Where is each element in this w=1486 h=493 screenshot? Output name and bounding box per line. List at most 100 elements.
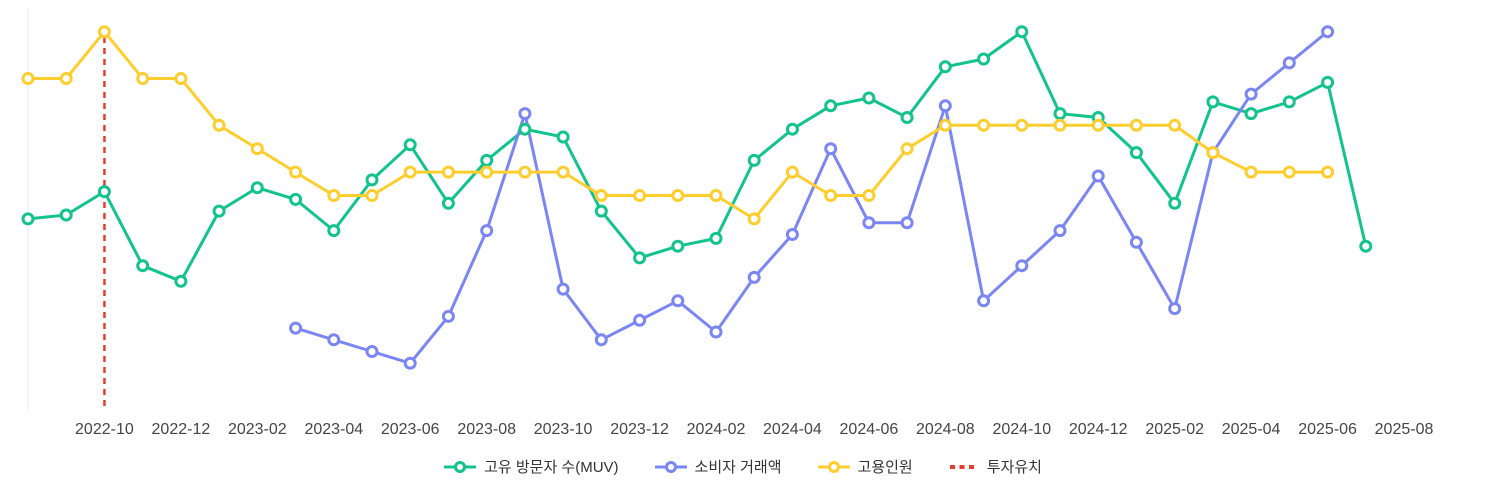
data-point-series-2[interactable] [1282,165,1296,179]
data-point-series-2[interactable] [862,189,876,202]
data-point-series-0[interactable] [977,52,991,66]
data-point-series-0[interactable] [900,111,914,124]
data-point-series-2[interactable] [403,165,417,179]
data-point-series-2[interactable] [365,189,379,202]
data-point-series-1[interactable] [1282,56,1296,70]
data-point-series-2[interactable] [1321,165,1335,179]
data-point-series-0[interactable] [21,212,35,226]
data-point-series-0[interactable] [212,204,226,218]
data-point-series-1[interactable] [327,333,341,347]
data-point-series-1[interactable] [556,282,570,296]
data-point-series-2[interactable] [824,189,838,202]
data-point-series-2[interactable] [441,165,455,179]
data-point-series-1[interactable] [1015,259,1029,273]
data-point-series-0[interactable] [1053,107,1067,121]
data-point-series-2[interactable] [1129,118,1143,132]
data-point-series-0[interactable] [59,208,73,222]
legend-item-investment[interactable]: 투자유치 [949,456,1042,477]
data-point-series-0[interactable] [136,259,150,273]
data-point-series-1[interactable] [977,294,991,308]
data-point-series-2[interactable] [938,118,952,132]
data-point-series-2[interactable] [671,189,685,202]
data-point-series-2[interactable] [633,189,647,202]
data-point-series-1[interactable] [518,107,532,121]
data-point-series-1[interactable] [441,309,455,323]
data-point-series-0[interactable] [824,99,838,113]
data-point-series-2[interactable] [97,25,111,39]
data-point-series-0[interactable] [594,204,608,218]
data-point-series-2[interactable] [136,72,150,85]
data-point-series-2[interactable] [1015,118,1029,132]
data-point-series-2[interactable] [174,72,188,85]
data-point-series-2[interactable] [21,72,35,85]
data-point-series-0[interactable] [97,185,111,199]
data-point-series-0[interactable] [441,196,455,210]
data-point-series-1[interactable] [1053,224,1067,238]
data-point-series-1[interactable] [900,216,914,230]
data-point-series-0[interactable] [327,224,341,238]
data-point-series-0[interactable] [289,192,303,206]
data-point-series-2[interactable] [289,165,303,179]
data-point-series-0[interactable] [671,239,685,253]
data-point-series-1[interactable] [1321,25,1335,39]
data-point-series-2[interactable] [327,189,341,202]
data-point-series-1[interactable] [671,294,685,308]
legend-item-muv[interactable]: 고유 방문자 수(MUV) [444,456,619,477]
data-point-series-2[interactable] [1168,118,1182,132]
data-point-series-2[interactable] [1091,118,1105,132]
data-point-series-0[interactable] [709,231,723,245]
data-point-series-0[interactable] [1244,107,1258,121]
data-point-series-0[interactable] [1282,95,1296,109]
data-point-series-2[interactable] [250,142,264,156]
data-point-series-2[interactable] [556,165,570,179]
data-point-series-0[interactable] [518,122,532,136]
data-point-series-1[interactable] [480,224,494,238]
data-point-series-2[interactable] [977,118,991,132]
data-point-series-1[interactable] [709,325,723,339]
legend-item-employees[interactable]: 고용인원 [817,456,913,477]
data-point-series-2[interactable] [59,72,73,85]
data-point-series-1[interactable] [1168,302,1182,316]
data-point-series-0[interactable] [747,153,761,167]
data-point-series-2[interactable] [212,118,226,132]
data-point-series-1[interactable] [747,270,761,284]
data-point-series-0[interactable] [1321,75,1335,89]
data-point-series-2[interactable] [1206,146,1220,160]
data-point-series-2[interactable] [518,165,532,179]
data-point-series-2[interactable] [1053,118,1067,132]
data-point-series-1[interactable] [365,345,379,358]
data-point-series-1[interactable] [633,313,647,327]
data-point-series-2[interactable] [709,189,723,202]
data-point-series-2[interactable] [747,212,761,226]
data-point-series-1[interactable] [824,142,838,156]
data-point-series-0[interactable] [174,274,188,288]
data-point-series-0[interactable] [403,138,417,152]
data-point-series-0[interactable] [556,130,570,144]
data-point-series-1[interactable] [289,321,303,335]
data-point-series-1[interactable] [785,228,799,241]
data-point-series-0[interactable] [480,153,494,167]
data-point-series-1[interactable] [594,333,608,347]
data-point-series-0[interactable] [365,173,379,187]
data-point-series-0[interactable] [1015,25,1029,39]
data-point-series-0[interactable] [862,91,876,105]
data-point-series-0[interactable] [633,251,647,265]
data-point-series-2[interactable] [900,142,914,156]
data-point-series-1[interactable] [1129,235,1143,249]
data-point-series-0[interactable] [1129,146,1143,160]
data-point-series-1[interactable] [1244,87,1258,101]
data-point-series-2[interactable] [480,165,494,179]
data-point-series-1[interactable] [938,99,952,113]
data-point-series-2[interactable] [785,165,799,179]
data-point-series-0[interactable] [1168,196,1182,210]
data-point-series-0[interactable] [785,122,799,136]
data-point-series-1[interactable] [1091,169,1105,183]
data-point-series-0[interactable] [1359,239,1373,253]
data-point-series-1[interactable] [403,356,417,370]
data-point-series-2[interactable] [594,189,608,202]
data-point-series-0[interactable] [938,60,952,74]
data-point-series-1[interactable] [862,216,876,230]
data-point-series-0[interactable] [1206,95,1220,109]
legend-item-consumer-transactions[interactable]: 소비자 거래액 [654,456,782,477]
data-point-series-2[interactable] [1244,165,1258,179]
